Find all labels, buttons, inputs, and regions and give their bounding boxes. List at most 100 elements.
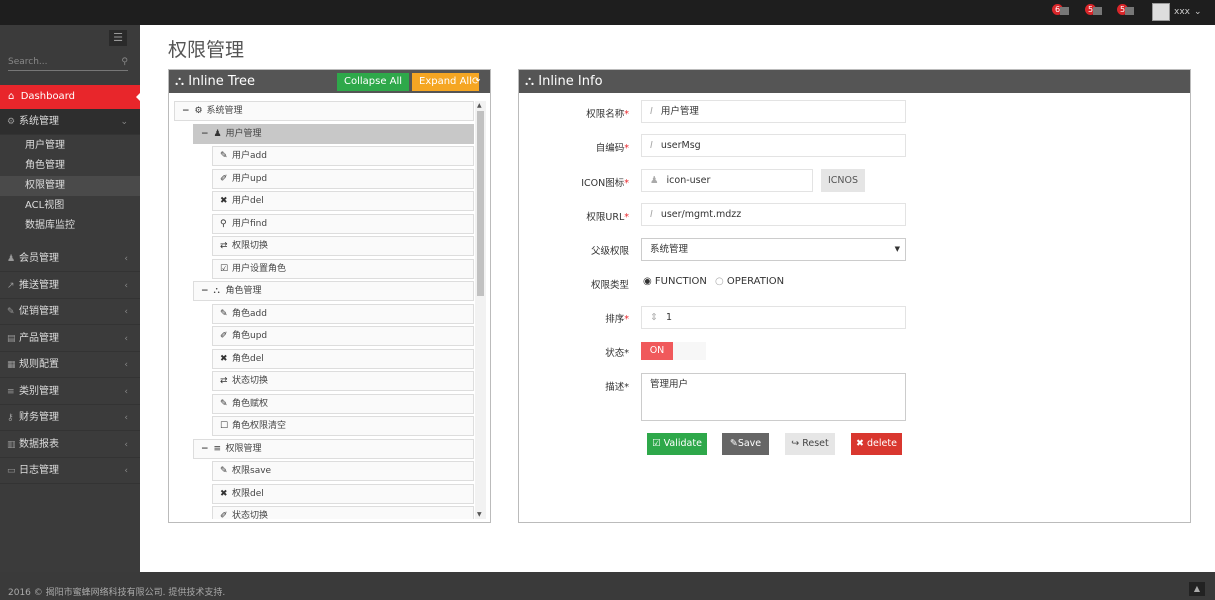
tree-node[interactable]: − ♟ 用户管理 (193, 123, 474, 144)
search-icon: ⚲ (121, 57, 128, 67)
home-icon: ⌂ (8, 91, 15, 102)
sidebar-item[interactable]: ▭ 日志管理 ‹ (0, 458, 140, 484)
tree-node[interactable]: ✖ 权限del (212, 483, 474, 504)
tree-node[interactable]: ✐ 状态切换 (212, 506, 474, 519)
tree: − ⚙ 系统管理 − ♟ 用户管理 ✎ 用户add ✐ 用户upd ✖ 用户del ⚲ 用户find ⇄ 权限… (174, 101, 474, 519)
tree-node-label: 用户管理 (225, 128, 262, 139)
status-label: 状态* (605, 348, 629, 359)
save-button[interactable]: ✎Save (722, 433, 769, 455)
sidebar-subitem[interactable]: 数据库监控 (25, 220, 75, 231)
tree-node[interactable]: ⇄ 权限切换 (212, 236, 474, 256)
scroll-to-top-button[interactable]: ▲ (1189, 582, 1205, 596)
sidebar-item[interactable]: ≡ 类别管理 ‹ (0, 379, 140, 405)
icon-field[interactable]: ♟ icon-user (641, 169, 813, 192)
tree-node-label: 角色del (232, 353, 264, 364)
tree-node-label: 状态切换 (232, 376, 269, 386)
user-menu[interactable]: xxx ⌄ (1152, 3, 1202, 21)
collapse-all-button[interactable]: Collapse All (337, 73, 410, 91)
tree-node[interactable]: ✖ 角色del (212, 348, 474, 369)
search-placeholder: Search... (8, 57, 48, 67)
reset-button[interactable]: ↪ Reset (785, 433, 835, 455)
desc-label: 描述* (605, 382, 629, 393)
tree-node[interactable]: ✖ 用户del (212, 191, 474, 211)
pencil-icon: ✎ (7, 307, 15, 317)
tree-node[interactable]: ✎ 用户add (212, 146, 474, 166)
expand-all-button[interactable]: Expand All (412, 73, 479, 91)
tree-node[interactable]: − ⛬ 角色管理 (193, 281, 474, 301)
sidebar-subitem[interactable]: 用户管理 (25, 140, 65, 151)
refresh-icon[interactable]: ⟳ (472, 76, 481, 87)
tree-node[interactable]: ✐ 用户upd (212, 168, 474, 189)
name-field[interactable]: I 用户管理 (641, 100, 906, 123)
sitemap-icon: ⛬ (525, 74, 535, 89)
edit-icon: ✐ (220, 331, 228, 341)
tree-node-label: 用户upd (232, 173, 268, 184)
status-toggle[interactable]: ON (641, 342, 706, 360)
name-label: 权限名称* (586, 109, 629, 120)
tree-node-label: 角色upd (232, 331, 268, 341)
sidebar-item[interactable]: ✎ 促销管理 ‹ (0, 299, 140, 325)
envelope-icon (1093, 7, 1102, 15)
sidebar-item[interactable]: ▦ 规则配置 ‹ (0, 352, 140, 378)
search-input[interactable]: Search... ⚲ (8, 55, 128, 71)
validate-button[interactable]: ☑ Validate (647, 433, 707, 455)
tree-node-label: 权限切换 (232, 241, 269, 251)
footer: 2016 © 揭阳市蜜蜂网络科技有限公司. 提供技术支持. ▲ (0, 572, 1215, 600)
sidebar-item-label: 日志管理 (19, 465, 59, 476)
sidebar-subitem[interactable]: 权限管理 (0, 176, 140, 196)
chevron-down-icon: ⌄ (1193, 7, 1202, 17)
collapse-toggle-icon[interactable]: − (201, 128, 209, 139)
sidebar-subitem[interactable]: 角色管理 (25, 160, 65, 171)
tree-node-label: 用户find (232, 218, 268, 229)
type-radio-operation[interactable]: ○ OPERATION (715, 276, 785, 287)
order-stepper[interactable]: ⇕ 1 (641, 306, 906, 329)
avatar (1152, 3, 1170, 21)
tree-node[interactable]: − ⚙ 系统管理 (174, 101, 474, 121)
sidebar-item[interactable]: ▥ 数据报表 ‹ (0, 432, 140, 458)
tree-node[interactable]: ☑ 用户设置角色 (212, 258, 474, 279)
collapse-toggle-icon[interactable]: − (201, 286, 209, 296)
sidebar-item[interactable]: ⚷ 财务管理 ‹ (0, 405, 140, 431)
sidebar-group-system[interactable]: ⚙ 系统管理 ⌄ (0, 109, 140, 135)
tree-node[interactable]: ☐ 角色权限清空 (212, 416, 474, 436)
collapse-toggle-icon[interactable]: − (201, 443, 209, 454)
sidebar-subitem[interactable]: ACL视图 (25, 200, 65, 211)
type-radio-function[interactable]: ◉ FUNCTION (643, 276, 707, 287)
times-icon: ✖ (856, 438, 864, 449)
tree-node-label: 系统管理 (206, 106, 243, 116)
check-square-icon: ☑ (652, 438, 661, 449)
sidebar-item[interactable]: ♟ 会员管理 ‹ (0, 246, 140, 272)
chevron-left-icon: ‹ (124, 360, 128, 370)
notification-inbox[interactable]: 5 (1085, 4, 1105, 18)
order-label: 排序* (605, 314, 629, 325)
search-icon: ⚲ (220, 218, 227, 229)
text-cursor-icon: I (650, 140, 653, 151)
status-on: ON (641, 342, 673, 360)
tree-node[interactable]: ✎ 角色add (212, 303, 474, 324)
parent-select[interactable]: 系统管理 ▼ (641, 238, 906, 261)
sidebar-item[interactable]: ▤ 产品管理 ‹ (0, 326, 140, 352)
chevron-left-icon: ‹ (124, 307, 128, 317)
desc-textarea[interactable]: 管理用户 (641, 373, 906, 421)
collapse-toggle-icon[interactable]: − (182, 106, 190, 116)
sidebar-item-dashboard[interactable]: ⌂ Dashboard (0, 85, 141, 109)
delete-button[interactable]: ✖ delete (851, 433, 902, 455)
tree-node[interactable]: ✎ 角色赋权 (212, 393, 474, 414)
notification-bell[interactable]: 6 (1052, 4, 1072, 18)
icons-button[interactable]: ICNOS (821, 169, 865, 192)
notification-count: 6 (1052, 4, 1063, 15)
tree-node[interactable]: ⇄ 状态切换 (212, 371, 474, 391)
tree-node[interactable]: ✐ 角色upd (212, 326, 474, 346)
tree-node[interactable]: ⚲ 用户find (212, 213, 474, 234)
tree-node[interactable]: ✎ 权限save (212, 461, 474, 481)
tree-node[interactable]: − ≡ 权限管理 (193, 438, 474, 459)
tree-scrollbar[interactable]: ▲ ▼ (475, 101, 486, 519)
pencil-icon: ✎ (220, 151, 228, 161)
notification-tasks[interactable]: 5 (1117, 4, 1137, 18)
sidebar-submenu: 用户管理角色管理权限管理 ACL视图数据库监控 (0, 136, 140, 246)
sidebar-toggle-button[interactable]: ☰ (109, 30, 127, 46)
sidebar-item[interactable]: ↗ 推送管理 ‹ (0, 273, 140, 299)
